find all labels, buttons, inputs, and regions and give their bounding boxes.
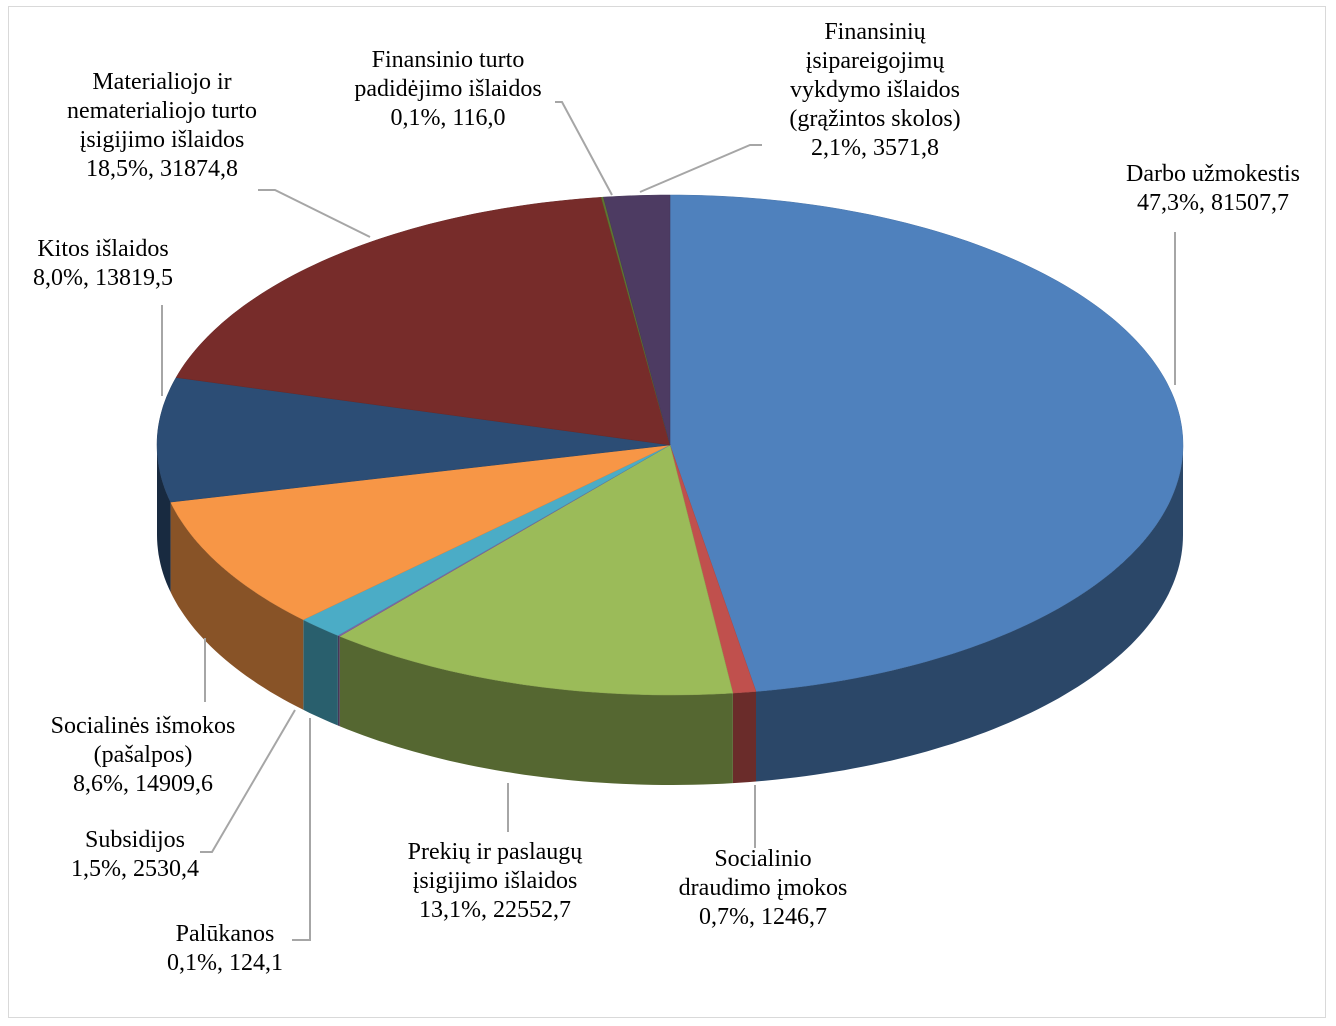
- label-value: 13,1%, 22552,7: [419, 897, 571, 923]
- label-category: Materialiojo ir nematerialiojo turto įsi…: [67, 69, 257, 153]
- slice: [669, 194, 1184, 692]
- slice: [175, 197, 671, 446]
- leader-line: [639, 144, 762, 193]
- data-label: Materialiojo ir nematerialiojo turto įsi…: [37, 68, 287, 184]
- label-value: 1,5%, 2530,4: [71, 856, 199, 882]
- label-value: 0,1%, 124,1: [167, 950, 283, 976]
- label-value: 18,5%, 31874,8: [86, 156, 238, 182]
- label-value: 47,3%, 81507,7: [1137, 190, 1289, 216]
- slice-side: [756, 445, 1183, 782]
- leader-line: [292, 718, 311, 941]
- label-category: Subsidijos: [84, 827, 186, 853]
- label-category: Finansinių įsipareigojimų vykdymo išlaid…: [789, 19, 961, 132]
- data-label: Kitos išlaidos 8,0%, 13819,5: [3, 235, 203, 293]
- leader-line: [200, 709, 296, 853]
- data-label: Palūkanos 0,1%, 124,1: [125, 920, 325, 978]
- data-label: Prekių ir paslaugų įsigijimo išlaidos 13,…: [383, 838, 608, 925]
- label-value: 8,0%, 13819,5: [33, 265, 173, 291]
- data-label: Finansinio turto padidėjimo išlaidos 0,1%…: [341, 46, 556, 133]
- slice: [156, 377, 671, 503]
- leader-line: [555, 101, 613, 196]
- label-category: Socialinio draudimo įmokos: [678, 846, 848, 901]
- slice-side: [170, 502, 304, 710]
- label-value: 2,1%, 3571,8: [811, 135, 939, 161]
- label-value: 0,7%, 1246,7: [699, 904, 827, 930]
- slice: [170, 444, 671, 621]
- leader-line: [258, 189, 371, 238]
- label-value: 8,6%, 14909,6: [73, 771, 213, 797]
- chart-frame: [8, 6, 1326, 1018]
- slice-side: [157, 445, 171, 593]
- label-category: Socialinės išmokos (pašalpos): [50, 713, 236, 768]
- slice: [302, 444, 671, 636]
- label-category: Prekių ir paslaugų įsigijimo išlaidos: [407, 839, 583, 894]
- data-label: Subsidijos 1,5%, 2530,4: [35, 826, 235, 884]
- data-label: Socialinio draudimo įmokos 0,7%, 1246,7: [676, 845, 851, 932]
- label-category: Palūkanos: [175, 921, 275, 947]
- slice: [339, 444, 734, 696]
- label-category: Darbo užmokestis: [1126, 161, 1300, 187]
- label-category: Kitos išlaidos: [37, 236, 169, 262]
- data-label: Finansinių įsipareigojimų vykdymo išlaid…: [768, 18, 983, 163]
- slice-side: [303, 619, 338, 726]
- label-value: 0,1%, 116,0: [390, 105, 506, 131]
- label-category: Finansinio turto padidėjimo išlaidos: [354, 47, 542, 102]
- slice-side: [337, 635, 340, 727]
- data-label: Darbo užmokestis 47,3%, 81507,7: [1093, 160, 1333, 218]
- slice-side: [732, 691, 756, 784]
- data-label: Socialinės išmokos (pašalpos) 8,6%, 14909…: [23, 712, 263, 799]
- slice-side: [339, 636, 733, 785]
- slice: [603, 194, 671, 446]
